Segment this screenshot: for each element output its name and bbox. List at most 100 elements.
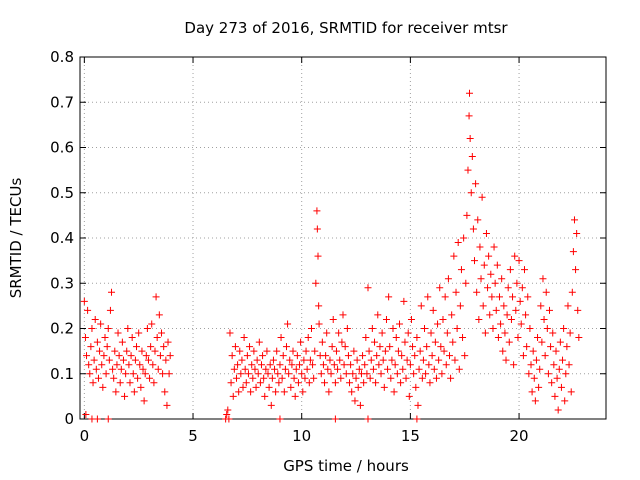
data-point — [448, 311, 456, 319]
data-point — [415, 365, 423, 373]
data-point — [410, 370, 418, 378]
data-point — [160, 343, 168, 351]
data-point — [328, 343, 336, 351]
data-point — [530, 374, 538, 382]
data-point — [481, 329, 489, 337]
data-point — [93, 415, 101, 423]
data-point — [460, 234, 468, 242]
data-point — [242, 379, 250, 387]
data-point — [229, 392, 237, 400]
data-point — [567, 388, 575, 396]
data-point — [273, 347, 281, 355]
data-point — [138, 347, 146, 355]
data-point — [330, 361, 338, 369]
data-point — [329, 315, 337, 323]
data-point — [547, 343, 555, 351]
data-point — [80, 297, 88, 305]
data-point — [302, 347, 310, 355]
data-point — [281, 365, 289, 373]
data-point — [230, 365, 238, 373]
data-point — [130, 388, 138, 396]
data-point — [280, 388, 288, 396]
data-point — [566, 329, 574, 337]
data-point — [114, 329, 122, 337]
data-point — [247, 388, 255, 396]
data-point — [335, 329, 343, 337]
data-point — [475, 315, 483, 323]
x-axis-label: GPS time / hours — [283, 457, 409, 475]
data-point — [440, 347, 448, 355]
data-point — [436, 284, 444, 292]
data-point — [510, 361, 518, 369]
data-point — [97, 320, 105, 328]
data-point — [225, 415, 233, 423]
data-point — [449, 338, 457, 346]
data-point — [416, 347, 424, 355]
data-point — [504, 284, 512, 292]
data-point — [523, 343, 531, 351]
data-point — [144, 356, 152, 364]
data-point — [446, 352, 454, 360]
data-point — [403, 356, 411, 364]
data-point — [513, 279, 521, 287]
data-point — [224, 406, 232, 414]
data-point — [355, 365, 363, 373]
data-point — [404, 329, 412, 337]
data-point — [305, 379, 313, 387]
data-point — [339, 311, 347, 319]
data-point — [362, 334, 370, 342]
data-point — [291, 392, 299, 400]
data-point — [163, 401, 171, 409]
data-point — [250, 347, 258, 355]
data-point — [384, 365, 392, 373]
data-point — [556, 338, 564, 346]
data-point — [552, 347, 560, 355]
data-point — [81, 334, 89, 342]
data-point — [544, 370, 552, 378]
data-point — [442, 361, 450, 369]
data-point — [482, 229, 490, 237]
data-point — [463, 211, 471, 219]
data-point — [347, 361, 355, 369]
data-point — [268, 374, 276, 382]
data-point — [492, 306, 500, 314]
data-point — [537, 302, 545, 310]
x-tick-label: 20 — [510, 427, 529, 445]
data-point — [227, 379, 235, 387]
data-point — [401, 338, 409, 346]
data-point — [455, 365, 463, 373]
data-point — [553, 374, 561, 382]
data-point — [563, 343, 571, 351]
data-point — [322, 352, 330, 360]
data-point — [549, 329, 557, 337]
data-point — [413, 415, 421, 423]
data-point — [495, 293, 503, 301]
data-point — [299, 388, 307, 396]
data-point — [112, 388, 120, 396]
data-point — [267, 401, 275, 409]
data-point — [551, 392, 559, 400]
data-point — [343, 325, 351, 332]
data-point — [538, 338, 546, 346]
data-point — [572, 266, 580, 274]
data-point — [371, 338, 379, 346]
data-point — [393, 370, 401, 378]
data-point — [311, 347, 319, 355]
y-tick-label: 0.4 — [50, 229, 74, 247]
data-point — [238, 356, 246, 364]
data-point — [536, 365, 544, 373]
data-point — [461, 352, 469, 360]
data-point — [491, 279, 499, 287]
data-point — [255, 338, 263, 346]
data-point — [485, 252, 493, 260]
data-point — [266, 361, 274, 369]
data-point — [426, 379, 434, 387]
data-point — [337, 374, 345, 382]
data-point — [464, 166, 472, 174]
data-point — [262, 365, 270, 373]
data-point — [376, 343, 384, 351]
data-point — [126, 379, 134, 387]
data-point — [569, 248, 577, 256]
data-point — [385, 293, 393, 301]
data-point — [326, 356, 334, 364]
